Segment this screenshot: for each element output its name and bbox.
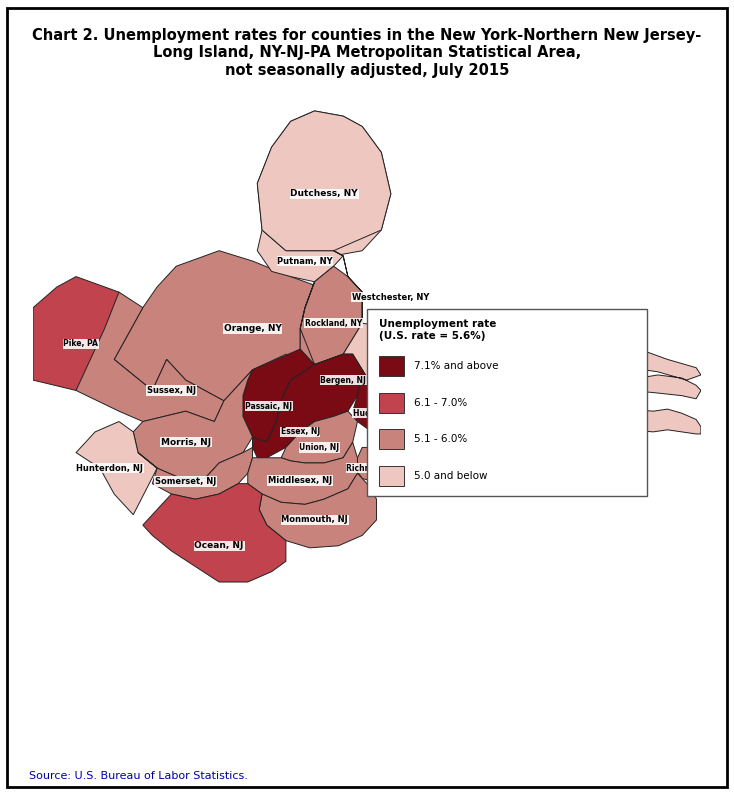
Polygon shape xyxy=(143,483,286,582)
Text: Dutchess, NY: Dutchess, NY xyxy=(290,189,358,198)
Text: Hunterdon, NJ: Hunterdon, NJ xyxy=(76,463,143,472)
Text: Monmouth, NJ: Monmouth, NJ xyxy=(281,515,348,525)
Text: Somerset, NJ: Somerset, NJ xyxy=(155,477,217,486)
Polygon shape xyxy=(115,250,363,401)
Text: Middlesex, NJ: Middlesex, NJ xyxy=(268,476,333,485)
Bar xyxy=(379,429,404,449)
Text: Westchester, NY: Westchester, NY xyxy=(352,293,429,302)
Text: Union, NJ: Union, NJ xyxy=(299,443,339,452)
Bar xyxy=(367,309,647,496)
Polygon shape xyxy=(486,336,701,483)
Text: Richmond, NY: Richmond, NY xyxy=(346,463,407,472)
Text: 5.1 - 6.0%: 5.1 - 6.0% xyxy=(414,434,467,444)
Text: Nassau, NY: Nassau, NY xyxy=(450,391,504,400)
Polygon shape xyxy=(300,266,363,365)
Polygon shape xyxy=(381,401,410,437)
Polygon shape xyxy=(353,370,400,432)
Polygon shape xyxy=(248,442,357,504)
Polygon shape xyxy=(258,111,429,432)
Polygon shape xyxy=(300,281,429,411)
Text: Source: U.S. Bureau of Labor Statistics.: Source: U.S. Bureau of Labor Statistics. xyxy=(29,770,248,781)
Text: Suffolk, NY: Suffolk, NY xyxy=(563,381,619,390)
Polygon shape xyxy=(138,448,252,499)
Text: Orange, NY: Orange, NY xyxy=(224,324,281,333)
Text: Hudson, NJ: Hudson, NJ xyxy=(352,409,401,417)
Polygon shape xyxy=(259,473,377,548)
Polygon shape xyxy=(419,355,524,442)
Text: Bronx, NY: Bronx, NY xyxy=(407,370,451,379)
Text: Essex, NJ: Essex, NJ xyxy=(280,428,320,436)
Text: Ocean, NJ: Ocean, NJ xyxy=(195,541,244,550)
Text: 6.1 - 7.0%: 6.1 - 7.0% xyxy=(414,398,467,408)
Polygon shape xyxy=(134,370,252,479)
Polygon shape xyxy=(252,355,363,458)
Bar xyxy=(379,356,404,376)
Polygon shape xyxy=(76,421,157,514)
Text: Rockland, NY: Rockland, NY xyxy=(305,319,363,328)
Polygon shape xyxy=(410,396,486,442)
Text: Sussex, NJ: Sussex, NJ xyxy=(147,386,196,395)
Polygon shape xyxy=(258,230,344,281)
Bar xyxy=(379,393,404,413)
Text: New York, NY: New York, NY xyxy=(369,418,422,425)
Text: Kings, NY: Kings, NY xyxy=(385,448,426,457)
Text: Queens, NY: Queens, NY xyxy=(428,422,478,431)
Text: 7.1% and above: 7.1% and above xyxy=(414,361,498,370)
Polygon shape xyxy=(33,277,167,390)
Text: Morris, NJ: Morris, NJ xyxy=(161,438,211,447)
Text: 5.0 and below: 5.0 and below xyxy=(414,471,487,481)
Polygon shape xyxy=(258,111,390,256)
Polygon shape xyxy=(281,411,357,463)
Text: Pike, PA: Pike, PA xyxy=(63,339,98,348)
Polygon shape xyxy=(243,349,315,442)
Text: Bergen, NJ: Bergen, NJ xyxy=(320,375,366,385)
Polygon shape xyxy=(371,417,429,471)
Text: Unemployment rate
(U.S. rate = 5.6%): Unemployment rate (U.S. rate = 5.6%) xyxy=(379,319,496,341)
Text: Passaic, NJ: Passaic, NJ xyxy=(245,401,292,410)
Polygon shape xyxy=(353,448,400,483)
Text: Chart 2. Unemployment rates for counties in the New York-Northern New Jersey-
Lo: Chart 2. Unemployment rates for counties… xyxy=(32,28,702,78)
Polygon shape xyxy=(76,292,224,421)
Bar xyxy=(379,466,404,486)
Polygon shape xyxy=(390,359,453,401)
Text: Putnam, NY: Putnam, NY xyxy=(277,257,333,266)
